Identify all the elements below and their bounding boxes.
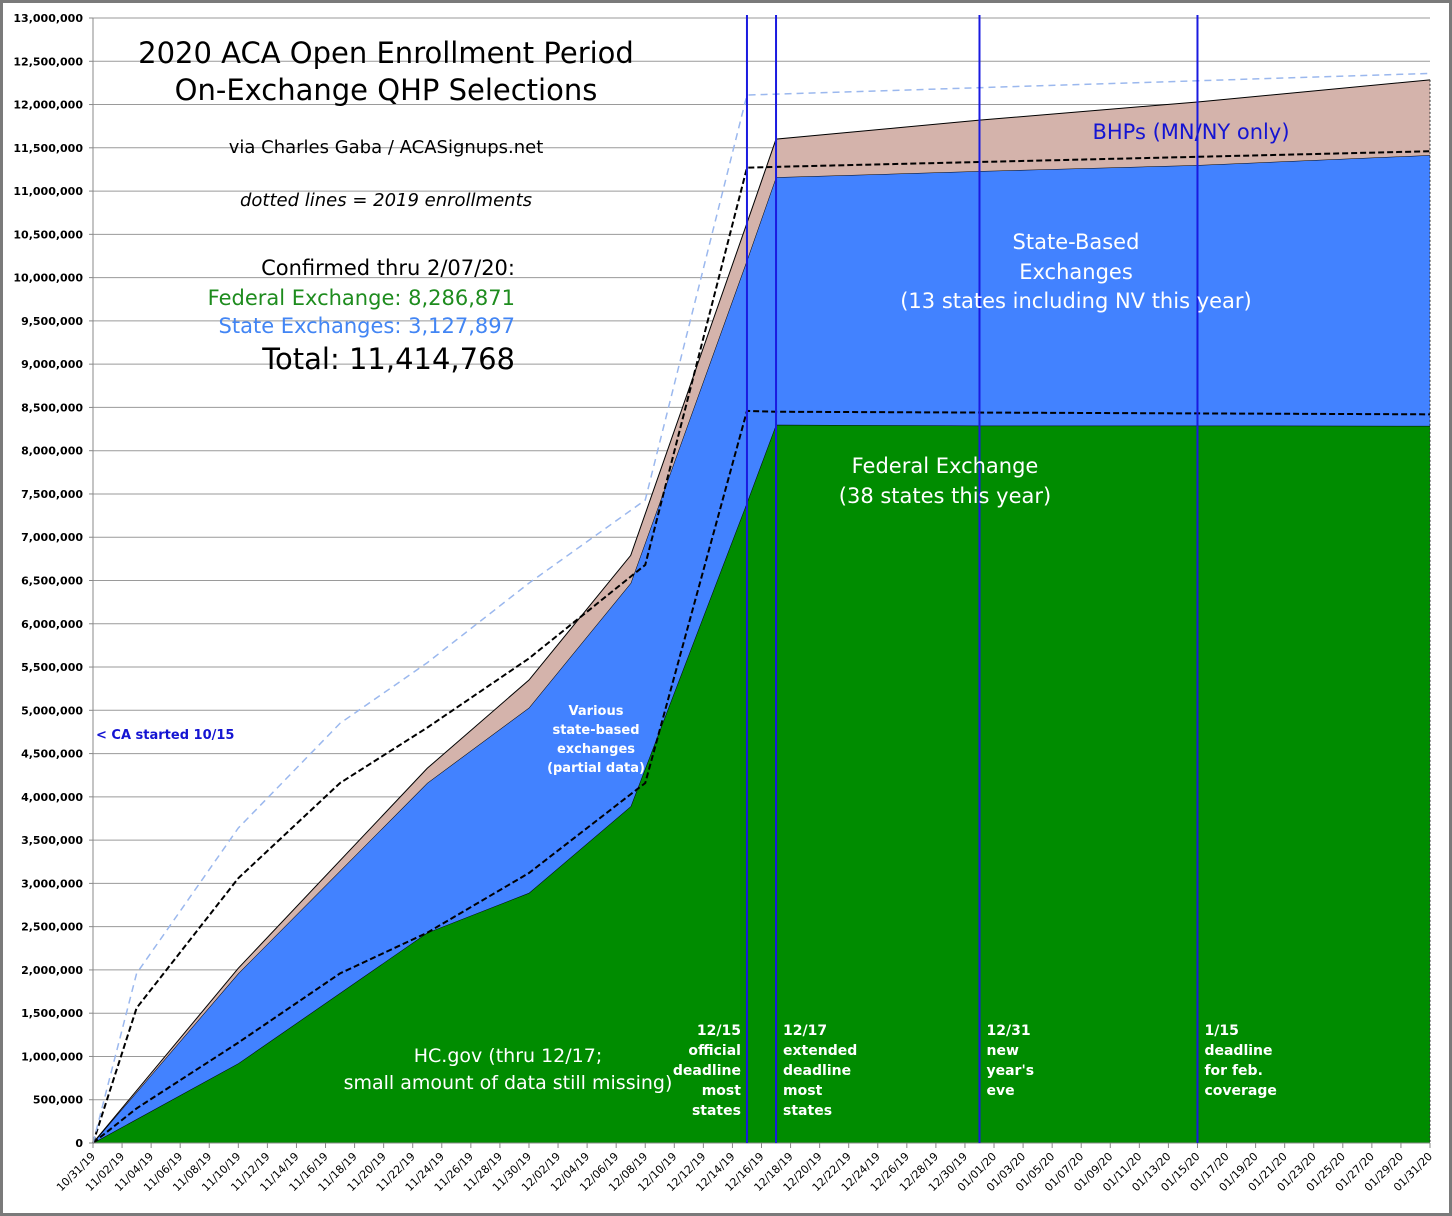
area-federal <box>93 424 1430 1143</box>
deadline-label: deadline <box>1204 1043 1272 1059</box>
deadline-label: states <box>783 1103 832 1119</box>
chart-title-line-2: On-Exchange QHP Selections <box>175 73 598 107</box>
various-label-2: state-based <box>552 723 639 738</box>
deadline-label: most <box>783 1083 823 1099</box>
y-tick-label: 10,000,000 <box>13 272 83 285</box>
y-tick-label: 11,000,000 <box>13 185 83 198</box>
deadline-label: eve <box>986 1083 1014 1099</box>
deadline-label: 12/17 <box>783 1023 827 1039</box>
y-tick-label: 3,000,000 <box>21 877 83 890</box>
y-tick-label: 6,500,000 <box>21 575 83 588</box>
deadline-label: most <box>702 1083 742 1099</box>
federal-total: Federal Exchange: 8,286,871 <box>208 286 515 310</box>
y-tick-label: 9,500,000 <box>21 315 83 328</box>
area-outline-bhp <box>92 79 1431 1144</box>
y-tick-label: 11,500,000 <box>13 142 83 155</box>
area-state <box>93 155 1430 1143</box>
line-federal-2019 <box>92 409 1431 1144</box>
chart-svg: 0 500,000 1,000,000 1,500,000 2,000,000 2,500… <box>13 12 1435 1194</box>
deadline-label: states <box>692 1103 741 1119</box>
y-tick-label: 2,500,000 <box>21 921 83 934</box>
deadline-label: year's <box>986 1063 1034 1079</box>
y-tick-label: 500,000 <box>33 1094 83 1107</box>
y-tick-label: 1,500,000 <box>21 1007 83 1020</box>
y-tick-label: 13,000,000 <box>13 12 83 25</box>
y-tick-label: 10,500,000 <box>13 228 83 241</box>
deadline-label: official <box>688 1043 741 1059</box>
confirmed-label: Confirmed thru 2/07/20: <box>261 256 515 280</box>
y-tick-label: 8,000,000 <box>21 445 83 458</box>
deadline-label: extended <box>783 1043 857 1059</box>
y-tick-label: 2,000,000 <box>21 964 83 977</box>
stacked-areas <box>92 79 1431 1144</box>
y-tick-label: 9,000,000 <box>21 358 83 371</box>
title-block: 2020 ACA Open Enrollment Period On-Excha… <box>138 36 634 376</box>
federal-label-1: Federal Exchange <box>852 454 1039 478</box>
hcgov-label-1: HC.gov (thru 12/17; <box>414 1045 603 1067</box>
deadline-label: 1/15 <box>1204 1023 1238 1039</box>
chart-subtitle: via Charles Gaba / ACASignups.net <box>229 137 544 158</box>
ca-note: < CA started 10/15 <box>96 728 234 743</box>
state-based-label-2: Exchanges <box>1019 260 1133 284</box>
chart-title-line-1: 2020 ACA Open Enrollment Period <box>138 36 634 70</box>
federal-label-2: (38 states this year) <box>839 484 1051 508</box>
various-label-1: Various <box>569 704 624 719</box>
various-label-3: exchanges <box>557 742 635 757</box>
y-tick-label: 1,000,000 <box>21 1050 83 1063</box>
deadline-label: 12/15 <box>697 1023 741 1039</box>
area-labels: BHPs (MN/NY only) State-Based Exchanges … <box>96 120 1290 1094</box>
y-tick-label: 5,000,000 <box>21 704 83 717</box>
deadline-label: deadline <box>673 1063 741 1079</box>
deadline-label: coverage <box>1204 1083 1276 1099</box>
y-tick-label: 4,500,000 <box>21 748 83 761</box>
y-tick-label: 4,000,000 <box>21 791 83 804</box>
deadline-markers: 12/15 official deadline most states 12/17 exte… <box>673 15 1277 1143</box>
deadline-label: 12/31 <box>986 1023 1030 1039</box>
grand-total: Total: 11,414,768 <box>261 342 515 376</box>
deadline-label: new <box>986 1043 1018 1059</box>
state-total: State Exchanges: 3,127,897 <box>219 314 515 338</box>
y-tick-label: 3,500,000 <box>21 834 83 847</box>
dashed-2019-lines <box>92 72 1431 1144</box>
y-tick-label: 12,500,000 <box>13 55 83 68</box>
line-total-with-bhp-2019 <box>92 72 1431 1144</box>
y-tick-label: 0 <box>75 1137 83 1150</box>
deadline-label: deadline <box>783 1063 851 1079</box>
various-label-4: (partial data) <box>547 761 645 776</box>
y-tick-label: 6,000,000 <box>21 618 83 631</box>
y-tick-label: 12,000,000 <box>13 99 83 112</box>
state-based-label-3: (13 states including NV this year) <box>900 289 1252 313</box>
y-tick-label: 7,500,000 <box>21 488 83 501</box>
bhp-label: BHPs (MN/NY only) <box>1092 120 1289 144</box>
hcgov-label-2: small amount of data still missing) <box>344 1072 673 1094</box>
dotted-lines-note: dotted lines = 2019 enrollments <box>240 190 532 211</box>
y-tick-label: 5,500,000 <box>21 661 83 674</box>
deadline-label: for feb. <box>1204 1063 1262 1079</box>
line-qhp-total-2019 <box>92 150 1431 1144</box>
y-tick-label: 8,500,000 <box>21 401 83 414</box>
y-tick-label: 7,000,000 <box>21 531 83 544</box>
state-based-label-1: State-Based <box>1013 230 1140 254</box>
